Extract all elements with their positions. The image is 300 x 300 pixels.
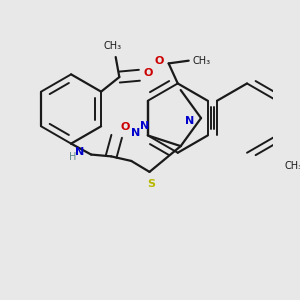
Text: CH₃: CH₃ <box>104 40 122 51</box>
Text: O: O <box>155 56 164 66</box>
Text: CH₃: CH₃ <box>192 56 211 66</box>
Text: S: S <box>147 179 155 189</box>
Text: N: N <box>184 116 194 126</box>
Text: N: N <box>75 147 84 157</box>
Text: CH₃: CH₃ <box>284 161 300 171</box>
Text: O: O <box>120 122 130 132</box>
Text: N: N <box>140 121 150 131</box>
Text: H: H <box>69 152 76 162</box>
Text: N: N <box>131 128 140 138</box>
Text: O: O <box>143 68 152 78</box>
